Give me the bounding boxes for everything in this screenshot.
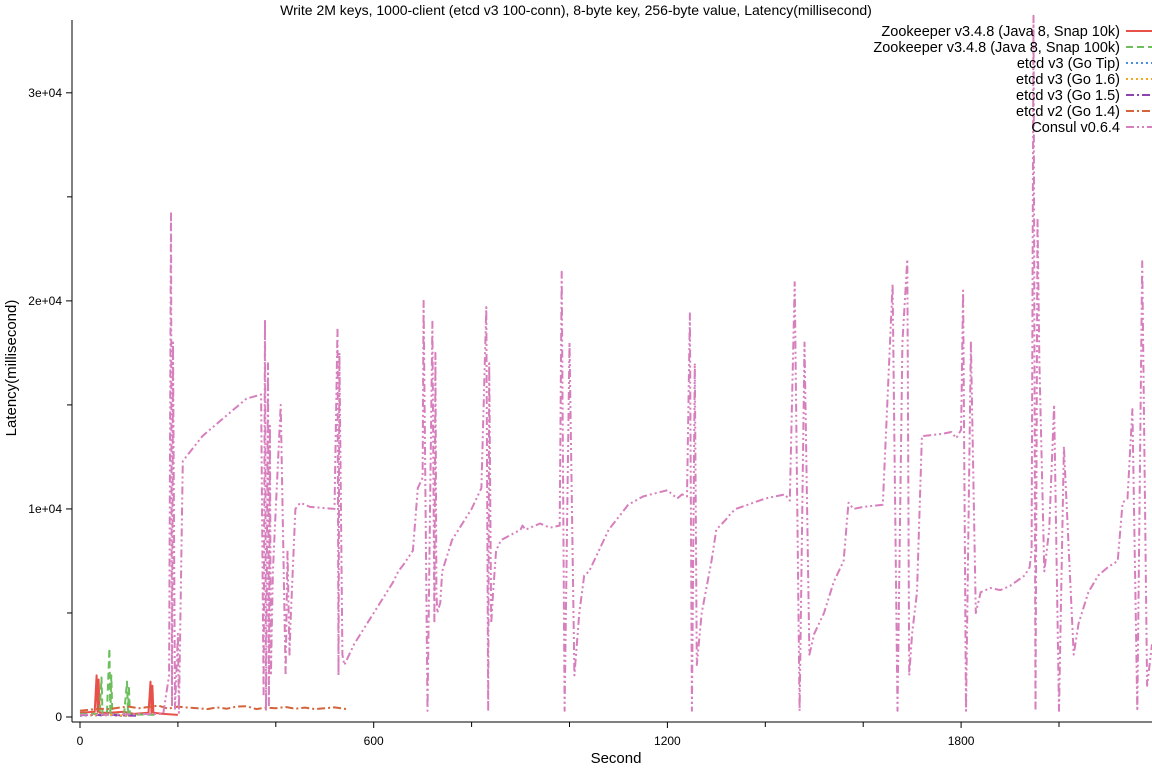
series-line-etcd-v3-go-1-5 <box>79 713 139 717</box>
legend-label: Zookeeper v3.4.8 (Java 8, Snap 100k) <box>873 40 1120 56</box>
axes-layer: 0 600 1200 1800 0 1e+04 2e+04 3e+04 <box>28 86 1060 748</box>
legend-label: etcd v3 (Go Tip) <box>1017 56 1120 72</box>
x-tick-label: 600 <box>364 734 384 748</box>
legend-entry: etcd v3 (Go 1.5) <box>1016 88 1152 104</box>
legend-entry: etcd v2 (Go 1.4) <box>1016 104 1152 120</box>
legend-label: etcd v3 (Go 1.6) <box>1016 72 1120 88</box>
y-tick-label: 0 <box>55 710 62 724</box>
chart-title: Write 2M keys, 1000-client (etcd v3 100-… <box>280 2 872 18</box>
legend: Zookeeper v3.4.8 (Java 8, Snap 10k)Zooke… <box>873 24 1152 136</box>
series-line-consul-v0-6-4 <box>79 14 1152 716</box>
series-line-etcd-v2-go-1-4 <box>79 704 349 712</box>
y-tick-label: 2e+04 <box>28 294 62 308</box>
legend-entry: Zookeeper v3.4.8 (Java 8, Snap 10k) <box>881 24 1152 40</box>
legend-label: Consul v0.6.4 <box>1031 120 1120 136</box>
y-axis-title: Latency(millisecond) <box>3 300 20 437</box>
legend-entry: Zookeeper v3.4.8 (Java 8, Snap 100k) <box>873 40 1152 56</box>
legend-entry: etcd v3 (Go 1.6) <box>1016 72 1152 88</box>
legend-entry: etcd v3 (Go Tip) <box>1017 56 1152 72</box>
legend-label: Zookeeper v3.4.8 (Java 8, Snap 10k) <box>881 24 1120 40</box>
series-layer <box>79 14 1152 717</box>
x-tick-label: 0 <box>77 734 84 748</box>
legend-label: etcd v2 (Go 1.4) <box>1016 104 1120 120</box>
series-line-zookeeper-v3-4-8-java-8-snap-100k <box>80 647 159 716</box>
legend-entry: Consul v0.6.4 <box>1031 120 1152 136</box>
x-axis-title: Second <box>591 750 642 767</box>
y-tick-label: 1e+04 <box>28 502 62 516</box>
legend-label: etcd v3 (Go 1.5) <box>1016 88 1120 104</box>
y-tick-label: 3e+04 <box>28 86 62 100</box>
x-tick-label: 1200 <box>654 734 681 748</box>
x-tick-label: 1800 <box>948 734 975 748</box>
